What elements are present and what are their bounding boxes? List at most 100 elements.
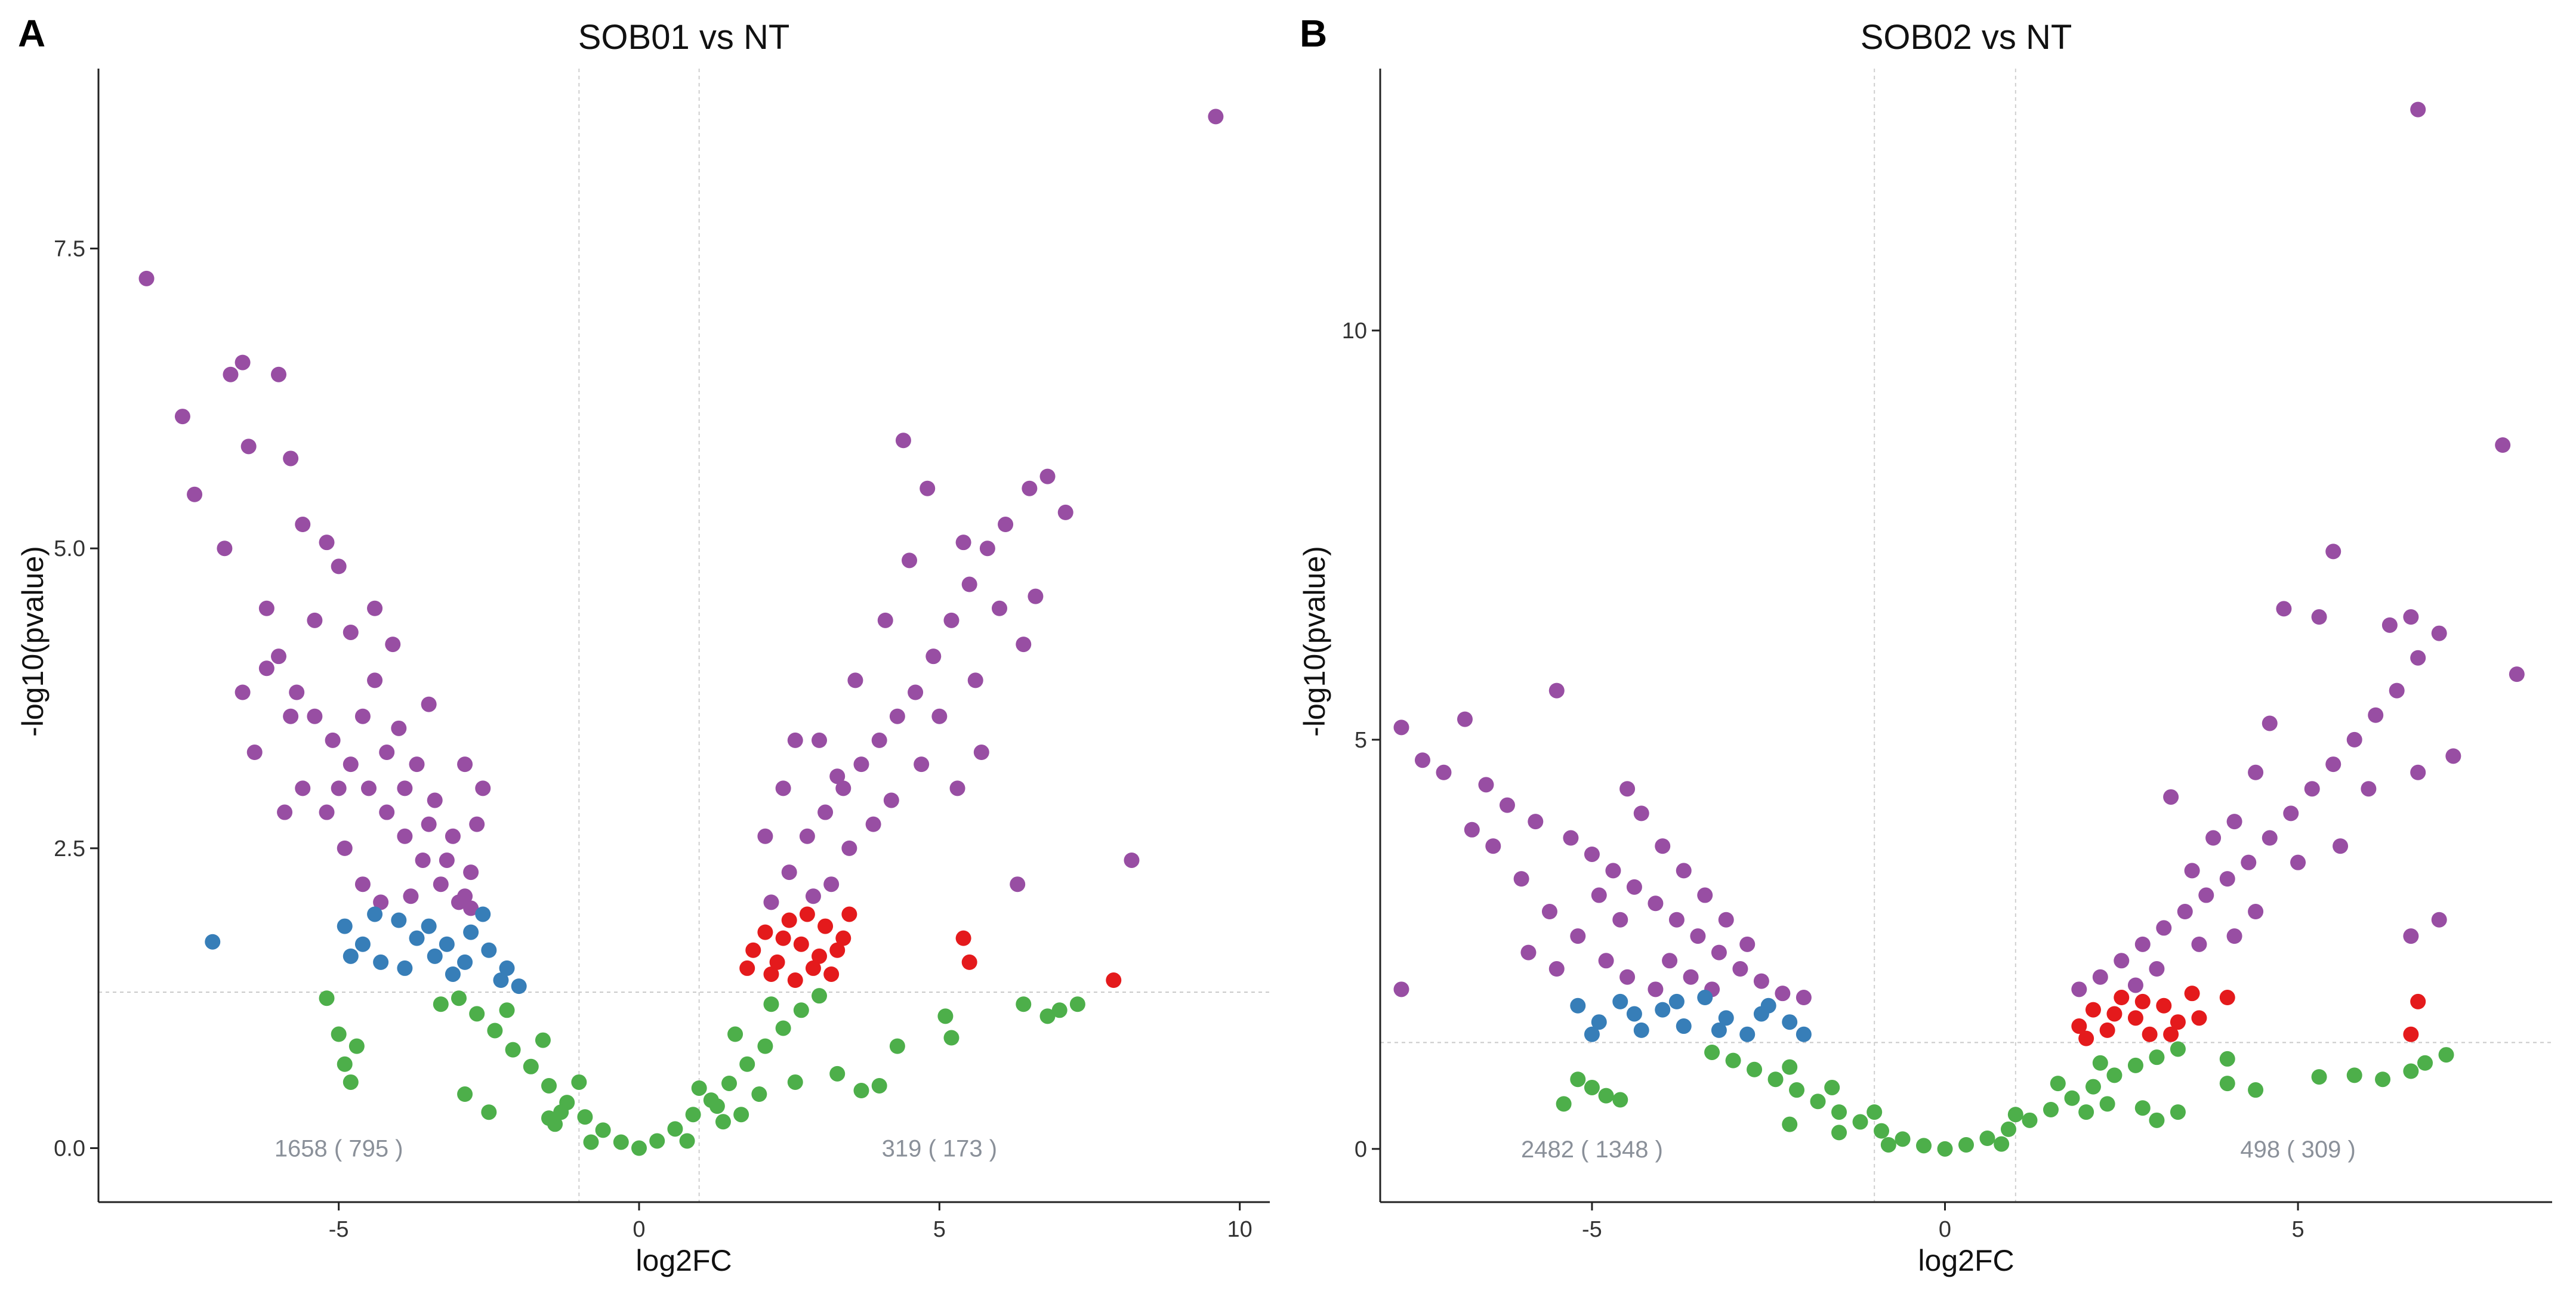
point-purple-b-86 [2431,912,2447,928]
point-blue-a-15 [439,936,455,952]
point-purple-b-68 [2248,764,2264,780]
panel-letter-b: B [1300,12,1327,55]
point-purple-a-9 [283,450,299,467]
point-blue-a-8 [463,924,479,940]
point-purple-a-32 [445,828,461,844]
point-blue-a-14 [421,918,437,934]
point-purple-b-8 [1499,797,1515,813]
series-purple-b [1393,101,2525,1006]
x-tick-label-a-3: 10 [1227,1217,1252,1242]
point-purple-a-74 [1057,504,1073,520]
point-green-b-13 [1789,1082,1805,1098]
point-purple-b-45 [1393,981,1409,997]
point-green-a-1 [613,1134,629,1150]
y-axis-title-b: -log10(pvalue) [1298,546,1331,737]
point-purple-b-47 [2092,969,2108,985]
point-purple-a-22 [379,804,395,820]
point-red-b-10 [2106,1006,2122,1022]
point-green-b-50 [2438,1047,2454,1063]
series-purple-a [138,109,1224,916]
point-blue-a-16 [457,954,473,970]
point-red-b-0 [2071,1018,2087,1034]
point-green-b-42 [2170,1104,2186,1120]
point-purple-b-69 [2262,715,2278,731]
point-purple-b-15 [1648,895,1664,912]
point-purple-a-52 [354,708,371,724]
y-tick-label-a-0: 0.0 [54,1136,85,1162]
point-purple-b-25 [1655,838,1671,854]
point-purple-a-77 [955,535,971,551]
point-green-a-3 [595,1122,611,1138]
point-purple-b-43 [1683,969,1699,985]
y-tick-label-b-2: 10 [1342,319,1367,344]
point-purple-b-80 [2226,928,2242,944]
point-green-b-4 [1979,1130,1995,1146]
point-purple-a-86 [877,612,893,628]
point-green-b-37 [1831,1125,1847,1141]
point-blue-a-7 [445,966,461,982]
point-green-b-31 [1570,1071,1586,1088]
point-purple-b-29 [1739,936,1756,952]
point-green-b-24 [2007,1107,2023,1123]
point-purple-a-50 [258,660,274,677]
point-blue-a-2 [354,936,371,952]
point-purple-a-5 [235,354,251,370]
point-purple-a-68 [943,612,960,628]
point-red-b-3 [2114,990,2130,1006]
point-purple-b-40 [1591,887,1607,903]
point-green-b-43 [2219,1076,2235,1092]
point-green-b-14 [2085,1079,2101,1095]
point-purple-a-84 [757,828,773,844]
point-red-b-9 [2078,1030,2094,1046]
point-blue-a-9 [481,942,497,958]
point-red-a-15 [799,906,815,922]
point-red-a-0 [745,942,761,958]
point-purple-a-1 [138,270,155,286]
point-green-b-22 [2170,1041,2186,1057]
point-purple-a-89 [967,672,983,688]
point-purple-a-11 [319,535,335,551]
point-purple-a-18 [307,708,323,724]
point-purple-b-37 [1464,821,1480,838]
point-purple-a-30 [409,756,425,773]
plot-area-b: -5 0 5 0 5 10 2482 ( 1348 ) 498 ( 309 ) [1342,69,2552,1242]
x-tick-label-a-1: 0 [633,1217,645,1242]
point-purple-a-15 [258,600,274,616]
point-red-a-9 [763,966,779,982]
x-tick-label-a-2: 5 [933,1217,946,1242]
point-blue-a-5 [409,930,425,946]
point-green-b-28 [2092,1055,2108,1071]
point-green-a-33 [337,1056,353,1072]
point-purple-b-52 [2198,887,2214,903]
point-red-b-15 [2410,993,2426,1009]
point-red-a-8 [841,906,857,922]
point-purple-a-87 [902,552,917,569]
point-green-a-44 [787,1074,803,1090]
point-red-a-3 [781,912,797,928]
point-purple-a-76 [920,480,936,496]
point-purple-b-73 [2381,617,2398,633]
point-green-b-41 [2149,1112,2165,1128]
point-purple-b-16 [1668,912,1685,928]
point-green-b-12 [2064,1090,2080,1106]
y-tick-label-b-0: 0 [1355,1137,1367,1162]
point-purple-a-33 [463,864,479,881]
point-green-a-25 [499,1002,515,1018]
point-purple-b-84 [2191,936,2207,952]
point-green-a-49 [943,1030,960,1046]
point-green-a-15 [487,1023,503,1039]
point-red-b-11 [2134,993,2151,1009]
point-purple-b-0 [2410,101,2426,118]
point-purple-a-16 [271,648,286,665]
point-purple-b-61 [2389,682,2405,699]
point-red-a-2 [769,954,785,970]
point-purple-a-78 [1016,637,1032,653]
point-purple-a-70 [979,541,995,557]
point-green-b-40 [2134,1100,2151,1116]
point-purple-b-65 [2184,863,2200,879]
point-purple-b-7 [1478,777,1494,793]
point-purple-b-79 [2361,781,2377,797]
point-purple-a-25 [433,876,449,892]
point-green-a-40 [553,1104,569,1120]
